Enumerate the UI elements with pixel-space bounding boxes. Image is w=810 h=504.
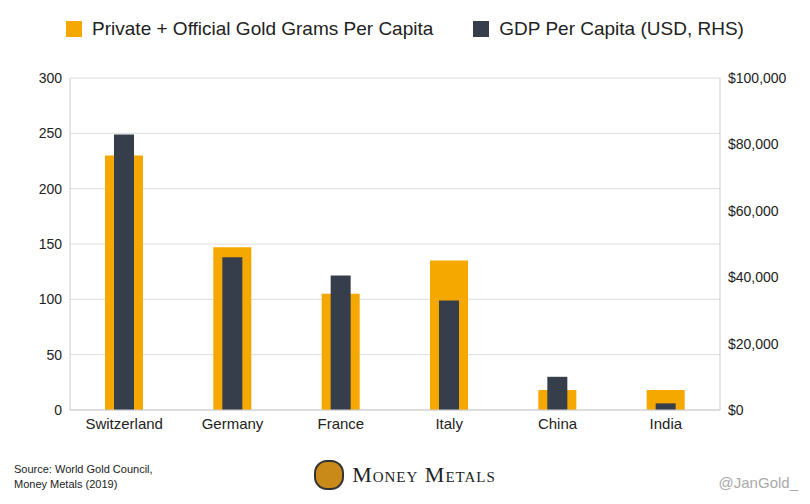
html-text:Money Metals (2019): Money Metals (2019) (14, 478, 118, 490)
html-text:Source: World Gold Council,: Source: World Gold Council, (14, 463, 153, 475)
svg-text:China: China (538, 415, 578, 432)
svg-text:$100,000: $100,000 (728, 70, 787, 86)
svg-text:France: France (317, 415, 364, 432)
svg-text:$20,000: $20,000 (728, 336, 779, 352)
html-text:Money Metals: Money Metals (352, 462, 496, 487)
svg-text:$60,000: $60,000 (728, 203, 779, 219)
svg-text:$40,000: $40,000 (728, 269, 779, 285)
svg-text:100: 100 (39, 291, 63, 307)
svg-text:Germany: Germany (202, 415, 264, 432)
html-text:Private + Official Gold Grams: Private + Official Gold Grams Per Capita (92, 18, 434, 39)
svg-text:250: 250 (39, 125, 63, 141)
svg-text:Italy: Italy (435, 415, 463, 432)
html-text:GDP Per Capita (USD, RHS): GDP Per Capita (USD, RHS) (499, 18, 744, 39)
svg-text:0: 0 (54, 402, 62, 418)
svg-text:Switzerland: Switzerland (85, 415, 163, 432)
svg-text:300: 300 (39, 70, 63, 86)
html-text:@JanGold_: @JanGold_ (718, 474, 798, 491)
svg-text:200: 200 (39, 181, 63, 197)
svg-text:$0: $0 (728, 402, 744, 418)
svg-text:50: 50 (46, 347, 62, 363)
svg-text:India: India (650, 415, 683, 432)
svg-text:150: 150 (39, 236, 63, 252)
svg-text:$80,000: $80,000 (728, 136, 779, 152)
